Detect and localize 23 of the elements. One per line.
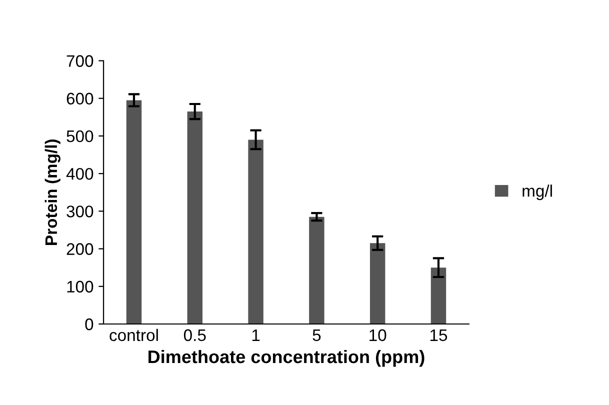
y-tick-label: 100 xyxy=(67,280,94,293)
x-tick-label: 15 xyxy=(430,329,448,342)
y-tick-label: 700 xyxy=(66,55,94,67)
bar xyxy=(430,268,446,324)
x-tick-label: control xyxy=(110,328,158,342)
x-tick-label: 0.5 xyxy=(184,329,206,342)
bar xyxy=(126,100,142,324)
x-tick-label: 5 xyxy=(312,329,321,342)
y-tick-label: 0 xyxy=(85,318,94,330)
x-tick-label: 1 xyxy=(252,329,260,341)
x-tick-label: 10 xyxy=(370,329,386,342)
x-axis-title: Dimethoate concentration (ppm) xyxy=(148,350,424,367)
y-tick-label: 600 xyxy=(66,92,94,105)
bar xyxy=(370,243,386,324)
bar xyxy=(248,140,264,324)
y-tick-label: 200 xyxy=(66,243,94,255)
y-axis-title: Protein (mg/l) xyxy=(44,140,60,245)
bar xyxy=(309,216,324,324)
y-tick-label: 500 xyxy=(66,130,94,142)
y-tick-label: 300 xyxy=(66,206,94,218)
y-tick-label: 400 xyxy=(66,168,94,180)
bar xyxy=(187,112,202,324)
legend-label: mg/l xyxy=(522,184,552,200)
